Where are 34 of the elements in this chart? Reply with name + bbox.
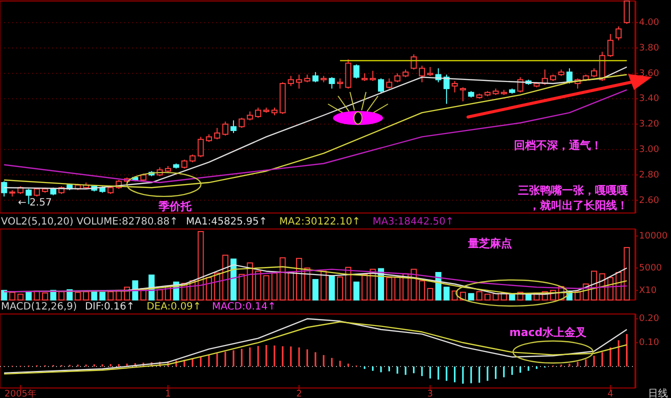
text: MA2:30122.10↑ [279,216,361,228]
y-tick-label: 2.60 [639,196,660,206]
y-tick-label: 4.00 [639,18,660,28]
x-tick-label: 2 [296,389,302,398]
text: MACD:0.14↑ [212,302,276,313]
chart-title: MACD(12,26,9) [1,302,78,313]
x-tick-label: 2005年 [4,388,36,398]
text: DEA:0.09↑ [146,302,202,313]
text: MA3:18442.50↑ [372,216,454,228]
annotation: 量芝麻点 [467,237,512,250]
annotation: 季价托 [158,200,192,214]
x-tick-label: 3 [427,389,434,398]
chart-title: VOL2(5,10,20) VOLUME:82780.88↑ [1,216,178,228]
y-tick-label: 3.20 [639,120,660,130]
y-tick-label: 0.10 [639,338,660,348]
y-tick-label: 0.20 [639,314,660,324]
x-tick-label: 1 [165,389,171,398]
y-tick-label: 3.00 [639,144,660,155]
text: DIF:0.16↑ [84,302,135,313]
annotation: 三张鸭嘴一张，嘎嘎嘎 [518,184,628,198]
annotation: 回档不深，通气！ [514,139,602,152]
annotation: macd水上金叉 [509,326,587,340]
y-tick-label: X10 [639,286,657,296]
annotation: ← 2.57 [18,198,52,209]
y-tick-label: 10000 [639,231,668,242]
annotation: ，就叫出了长阳线！ [529,199,628,212]
y-tick-label: 5000 [639,263,662,274]
y-tick-label: 2.80 [639,170,660,180]
text: MA1:45825.95↑ [186,216,268,228]
text: 日线 [648,388,668,398]
x-tick-label: 4 [608,389,614,398]
y-tick-label: 3.40 [639,94,660,104]
y-tick-label: 3.80 [639,43,660,54]
y-tick-label: 3.60 [639,68,660,79]
